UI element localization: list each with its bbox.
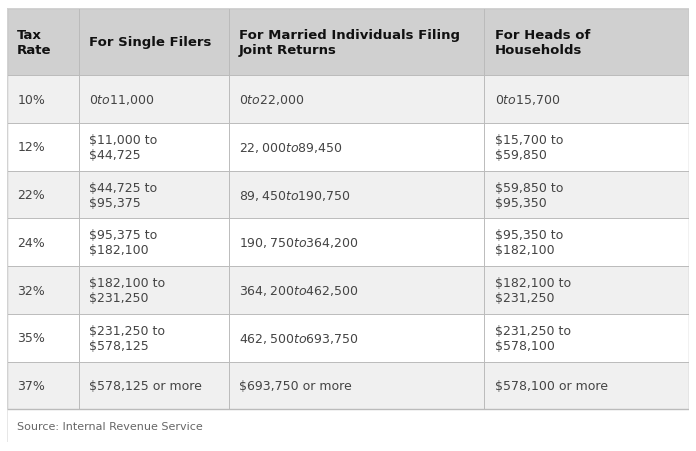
Text: $0 to $15,700: $0 to $15,700 [495, 93, 560, 107]
Bar [79, 171, 228, 219]
Text: For Heads of
Households: For Heads of Households [495, 28, 590, 56]
Bar [228, 124, 484, 171]
Text: 37%: 37% [17, 379, 45, 392]
Text: 10%: 10% [17, 93, 45, 106]
Bar [7, 76, 79, 124]
Bar [484, 171, 689, 219]
Bar [228, 314, 484, 362]
Text: $578,125 or more: $578,125 or more [89, 379, 202, 392]
Bar [228, 267, 484, 314]
Text: $182,100 to
$231,250: $182,100 to $231,250 [89, 276, 165, 304]
Text: For Single Filers: For Single Filers [89, 36, 211, 49]
Text: $89,450 to $190,750: $89,450 to $190,750 [239, 188, 351, 202]
Bar [79, 219, 228, 267]
Bar [484, 9, 689, 76]
Bar [484, 76, 689, 124]
Bar [79, 362, 228, 410]
Bar [7, 219, 79, 267]
Text: $44,725 to
$95,375: $44,725 to $95,375 [89, 181, 157, 209]
Text: Tax
Rate: Tax Rate [17, 28, 52, 56]
Bar [228, 171, 484, 219]
Text: $95,375 to
$182,100: $95,375 to $182,100 [89, 229, 157, 257]
Text: $22,000 to $89,450: $22,000 to $89,450 [239, 141, 342, 155]
Text: $95,350 to
$182,100: $95,350 to $182,100 [495, 229, 563, 257]
Text: 32%: 32% [17, 284, 45, 297]
Bar [484, 267, 689, 314]
Bar [484, 314, 689, 362]
Text: $231,250 to
$578,100: $231,250 to $578,100 [495, 324, 571, 352]
Bar [7, 171, 79, 219]
Bar [79, 267, 228, 314]
Text: 35%: 35% [17, 331, 45, 345]
Text: 24%: 24% [17, 236, 45, 249]
Bar [228, 362, 484, 410]
Bar [7, 124, 79, 171]
Bar [228, 9, 484, 76]
Text: $182,100 to
$231,250: $182,100 to $231,250 [495, 276, 571, 304]
Text: 22%: 22% [17, 189, 45, 202]
Bar [228, 219, 484, 267]
Bar [79, 124, 228, 171]
Bar [228, 76, 484, 124]
Text: $578,100 or more: $578,100 or more [495, 379, 608, 392]
Bar [7, 267, 79, 314]
Text: $0 to $11,000: $0 to $11,000 [89, 93, 155, 107]
Bar [7, 9, 79, 76]
Bar [79, 314, 228, 362]
Text: $11,000 to
$44,725: $11,000 to $44,725 [89, 133, 157, 161]
Text: $462,500 to $693,750: $462,500 to $693,750 [239, 331, 358, 345]
Text: $15,700 to
$59,850: $15,700 to $59,850 [495, 133, 563, 161]
Text: $59,850 to
$95,350: $59,850 to $95,350 [495, 181, 563, 209]
Text: $693,750 or more: $693,750 or more [239, 379, 351, 392]
Bar [484, 362, 689, 410]
Text: Source: Internal Revenue Service: Source: Internal Revenue Service [17, 421, 203, 431]
Bar [7, 362, 79, 410]
Text: $190,750 to $364,200: $190,750 to $364,200 [239, 236, 358, 250]
Bar [7, 314, 79, 362]
Text: $364,200 to $462,500: $364,200 to $462,500 [239, 284, 358, 297]
Bar [79, 9, 228, 76]
Text: 12%: 12% [17, 141, 45, 154]
Text: $0 to $22,000: $0 to $22,000 [239, 93, 304, 107]
Text: For Married Individuals Filing
Joint Returns: For Married Individuals Filing Joint Ret… [239, 28, 460, 56]
Text: $231,250 to
$578,125: $231,250 to $578,125 [89, 324, 165, 352]
Bar [79, 76, 228, 124]
Bar [484, 219, 689, 267]
Bar [484, 124, 689, 171]
